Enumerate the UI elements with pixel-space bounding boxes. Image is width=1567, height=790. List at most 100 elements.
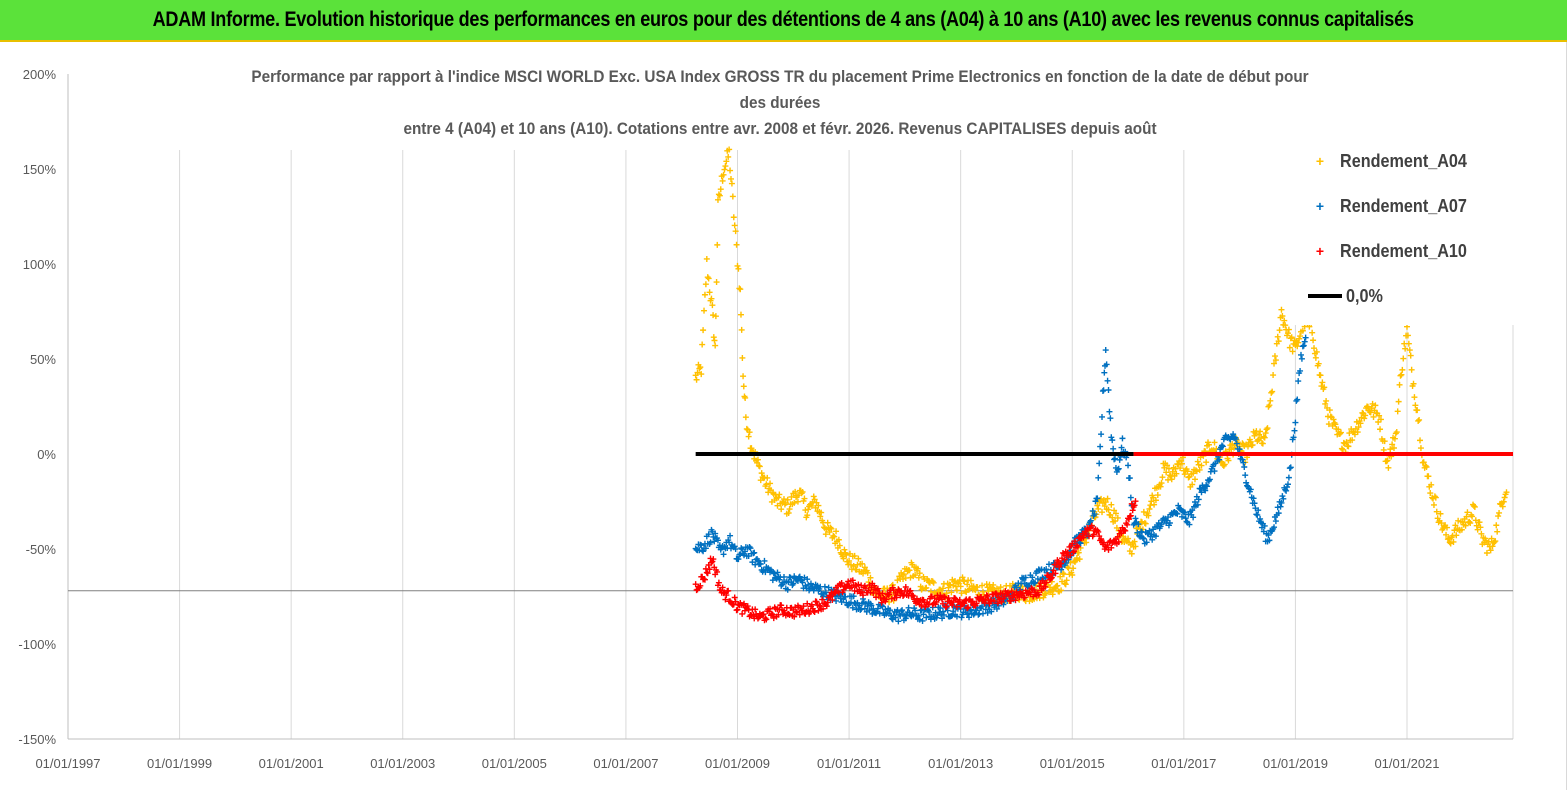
data-point [1251, 500, 1258, 507]
data-point [940, 611, 947, 618]
data-point [958, 614, 965, 621]
y-tick-label: -150% [18, 732, 56, 747]
data-point [1071, 548, 1078, 555]
data-point [1240, 459, 1247, 466]
data-point [1249, 441, 1256, 448]
data-point [1112, 517, 1119, 524]
data-point [1194, 458, 1201, 465]
data-point [1422, 462, 1429, 469]
data-point [786, 612, 793, 619]
data-point [712, 530, 719, 537]
data-point [1299, 327, 1306, 334]
data-point [1107, 415, 1114, 422]
data-point [796, 573, 803, 580]
data-point [1099, 509, 1105, 516]
data-point [1061, 580, 1068, 587]
data-point [979, 582, 986, 589]
data-point [902, 615, 909, 622]
data-point [1243, 479, 1250, 486]
data-point [1285, 326, 1292, 333]
data-point [1112, 455, 1119, 462]
data-point [1407, 352, 1414, 359]
data-point [916, 616, 923, 623]
data-point [1211, 468, 1218, 475]
data-point [1263, 426, 1270, 433]
data-point [979, 588, 986, 595]
data-point [746, 543, 753, 550]
data-point [1383, 458, 1390, 465]
data-point [743, 425, 750, 432]
data-point [1321, 384, 1328, 391]
data-point [1202, 487, 1209, 494]
y-tick-label: 100% [23, 257, 57, 272]
data-point [1453, 532, 1460, 539]
x-tick-label: 01/01/2007 [593, 756, 658, 771]
data-point [870, 590, 877, 597]
data-point [899, 607, 906, 614]
data-point [1297, 333, 1304, 340]
data-point [1501, 494, 1508, 501]
data-point [1105, 387, 1112, 393]
data-point [1271, 524, 1278, 531]
data-point [1290, 434, 1297, 441]
data-point [1287, 335, 1294, 342]
data-point [822, 589, 829, 596]
data-point [804, 600, 811, 607]
data-point [1088, 522, 1095, 529]
legend-label-a07: Rendement_A07 [1340, 195, 1467, 216]
data-point [953, 613, 960, 620]
data-point [1225, 457, 1232, 464]
data-point [738, 326, 745, 333]
data-point [1267, 397, 1274, 404]
data-point [1127, 494, 1134, 501]
data-point [709, 302, 716, 309]
data-point [874, 585, 881, 592]
data-point [1257, 428, 1264, 435]
data-point [734, 262, 741, 269]
data-point [1126, 475, 1133, 482]
data-point [1100, 539, 1107, 546]
data-point [943, 590, 950, 597]
data-point [1266, 402, 1273, 409]
data-point [819, 596, 826, 603]
data-point [1357, 420, 1364, 427]
data-point [1408, 366, 1415, 373]
data-point [965, 604, 972, 611]
data-point [1178, 513, 1185, 520]
data-point [1157, 483, 1164, 490]
data-point [1236, 446, 1243, 453]
data-point [1297, 367, 1304, 374]
data-point [1096, 460, 1103, 467]
data-point [866, 607, 873, 614]
data-point [762, 615, 769, 622]
data-point [1469, 513, 1476, 520]
data-point [1288, 334, 1295, 341]
data-point [1108, 544, 1115, 551]
report-title: ADAM Informe. Evolution historique des p… [152, 8, 1415, 31]
data-point [1022, 574, 1029, 581]
data-point [1114, 533, 1121, 540]
data-point [1052, 570, 1059, 577]
data-point [821, 583, 828, 590]
data-point [1310, 337, 1317, 344]
data-point [708, 295, 715, 302]
data-point [1094, 502, 1101, 509]
legend-item-a10: + Rendement_A10 [1300, 236, 1481, 266]
data-point [1198, 489, 1205, 496]
data-point [710, 312, 717, 319]
data-point [1302, 334, 1309, 341]
data-point [1173, 470, 1180, 477]
data-point [1390, 444, 1397, 451]
data-point [1089, 507, 1096, 514]
y-tick-label: 50% [30, 352, 56, 367]
data-point [833, 597, 840, 604]
data-point [737, 551, 744, 558]
data-point [731, 543, 738, 550]
data-point [704, 570, 711, 577]
data-point [1463, 513, 1470, 520]
data-point [940, 593, 947, 600]
data-point [888, 615, 895, 622]
data-point [1077, 540, 1084, 547]
data-point [785, 610, 792, 617]
chart-legend: + Rendement_A04 + Rendement_A07 + Rendem… [1290, 140, 1515, 325]
